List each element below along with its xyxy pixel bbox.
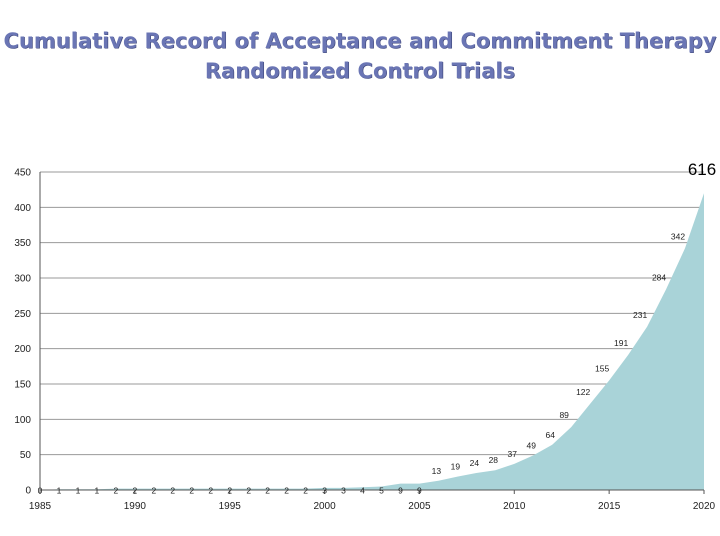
x-tick-label-2000: 2000 — [313, 501, 336, 512]
y-tick-label-250: 250 — [14, 309, 31, 320]
grid-lines — [40, 171, 704, 456]
x-tick-label-1985: 1985 — [29, 501, 52, 512]
data-label-2016: 191 — [614, 338, 628, 348]
data-label-2009: 28 — [489, 455, 499, 465]
y-tick-labels: 0 50 100 150 200 250 300 350 400 450 — [14, 168, 31, 497]
y-tick-label-150: 150 — [14, 380, 31, 391]
x-tick-label-2020: 2020 — [693, 501, 716, 512]
data-label-2004: 9 — [398, 486, 403, 496]
data-label-2001: 3 — [341, 486, 346, 496]
data-label-2019: 342 — [671, 231, 685, 241]
y-tick-label-300: 300 — [14, 274, 31, 285]
data-label-2002: 4 — [360, 486, 365, 496]
x-tick-label-1995: 1995 — [219, 501, 242, 512]
data-label-1996: 2 — [246, 486, 251, 496]
cumulative-area — [40, 193, 704, 490]
data-label-2020: 616 — [688, 160, 716, 179]
data-labels: 0 1 1 1 2 2 2 2 2 2 2 2 2 2 2 3 3 4 5 9 913 19 24 2837496489122… — [38, 160, 717, 495]
y-tick-label-200: 200 — [14, 344, 31, 355]
data-label-1995: 2 — [227, 486, 232, 496]
data-label-1999: 2 — [303, 486, 308, 496]
x-tick-label-2015: 2015 — [598, 501, 621, 512]
data-label-2007: 19 — [451, 462, 461, 472]
data-label-2005: 9 — [417, 486, 422, 496]
data-label-2014: 122 — [576, 387, 590, 397]
data-label-1992: 2 — [170, 486, 175, 496]
data-label-2011: 49 — [527, 440, 537, 450]
x-tick-label-1990: 1990 — [124, 501, 147, 512]
y-tick-label-50: 50 — [20, 450, 32, 461]
chart-title-line-1: Cumulative Record of Acceptance and Comm… — [3, 29, 717, 53]
y-tick-label-0: 0 — [25, 486, 31, 497]
data-label-2015: 155 — [595, 363, 609, 373]
y-tick-label-350: 350 — [14, 238, 31, 249]
data-label-2017: 231 — [633, 310, 647, 320]
data-label-1998: 2 — [284, 486, 289, 496]
y-tick-label-450: 450 — [14, 168, 31, 179]
chart-title: Cumulative Record of Acceptance and Comm… — [0, 26, 720, 86]
data-label-2018: 284 — [652, 272, 666, 282]
data-label-1987: 1 — [76, 486, 81, 496]
data-label-1990: 2 — [132, 486, 137, 496]
data-label-1988: 1 — [95, 486, 100, 496]
data-label-2008: 24 — [470, 458, 480, 468]
data-label-2006: 13 — [432, 466, 442, 476]
data-label-1989: 2 — [114, 486, 119, 496]
x-tick-labels: 1985 1990 1995 2000 2005 2010 2015 2020 — [29, 501, 716, 512]
x-tick-label-2010: 2010 — [503, 501, 526, 512]
data-label-2000: 3 — [322, 486, 327, 496]
axes — [39, 172, 705, 494]
data-label-1993: 2 — [189, 486, 194, 496]
data-label-2013: 89 — [559, 410, 569, 420]
data-label-1985: 0 — [38, 486, 43, 496]
y-tick-label-100: 100 — [14, 415, 31, 426]
data-label-1997: 2 — [265, 486, 270, 496]
data-label-2010: 37 — [508, 449, 518, 459]
data-label-1994: 2 — [208, 486, 213, 496]
data-label-2003: 5 — [379, 486, 384, 496]
chart-title-line-2: Randomized Control Trials — [204, 59, 516, 83]
data-label-2012: 64 — [545, 430, 555, 440]
data-label-1991: 2 — [151, 486, 156, 496]
y-tick-label-400: 400 — [14, 203, 31, 214]
data-label-1986: 1 — [57, 486, 62, 496]
x-tick-label-2005: 2005 — [408, 501, 431, 512]
